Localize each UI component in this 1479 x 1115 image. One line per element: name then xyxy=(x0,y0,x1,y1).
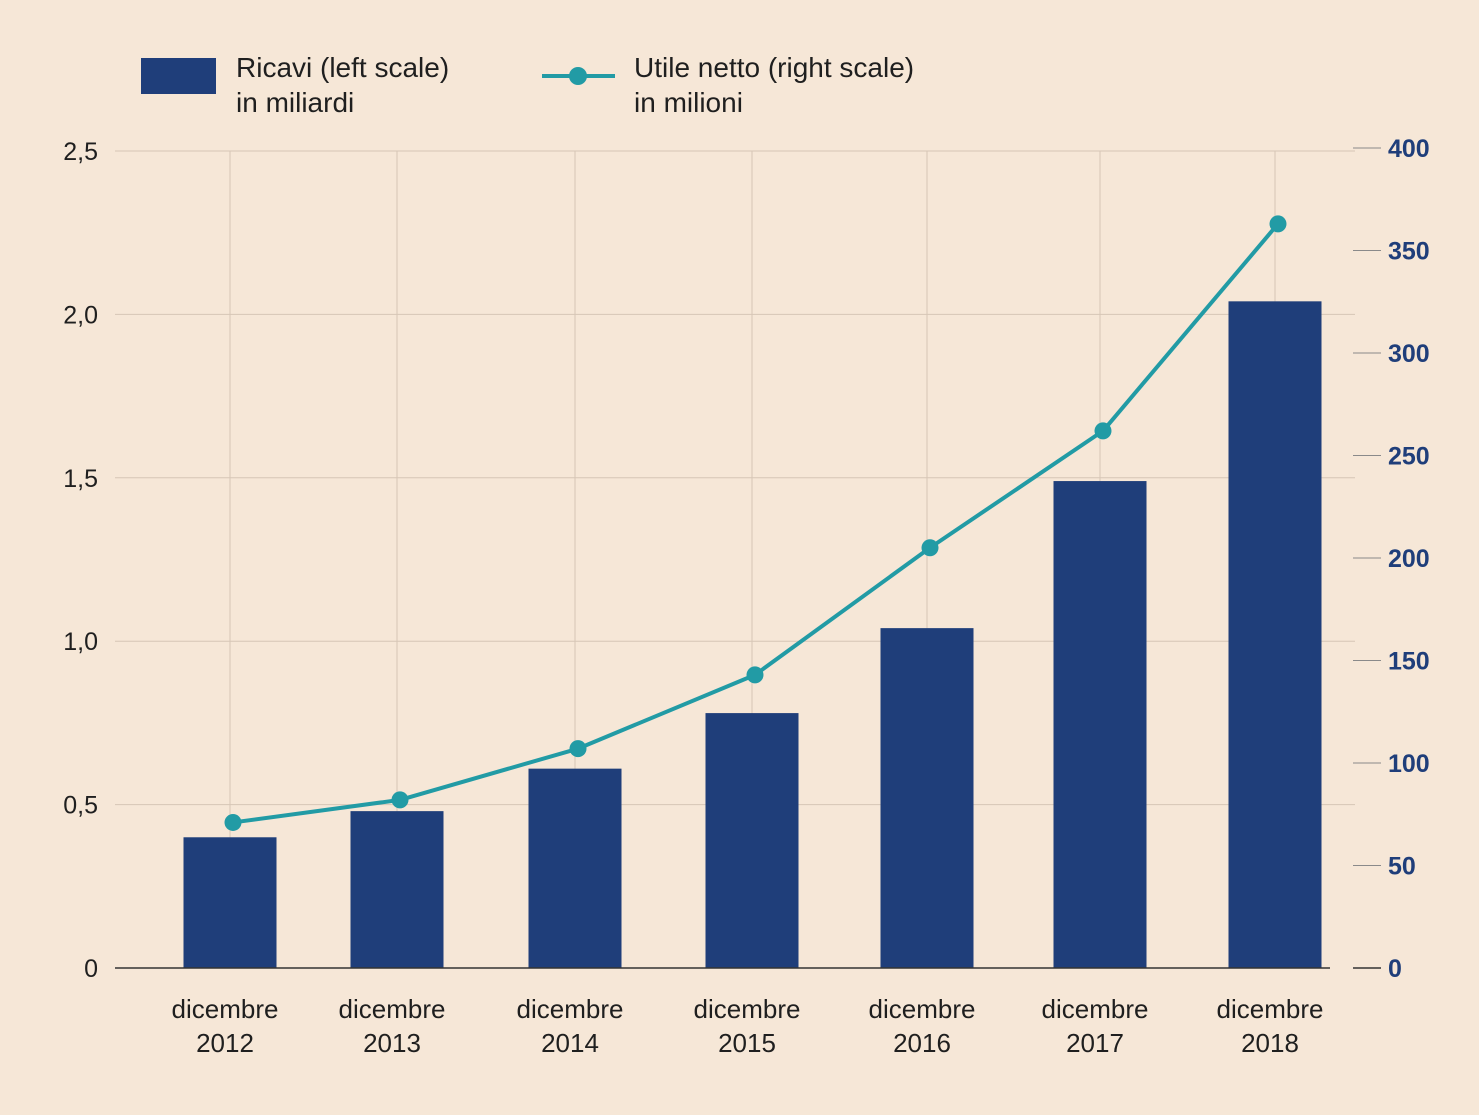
point-net-income xyxy=(569,740,587,758)
right-axis: 0 50 100 150 200 250 300 350 400 xyxy=(1353,135,1430,983)
legend-item-net-income: Utile netto (right scale) in milioni xyxy=(542,52,914,118)
x-axis-tick-label: dicembre xyxy=(869,994,976,1024)
point-net-income xyxy=(391,791,409,809)
left-axis-tick-label: 1,0 xyxy=(63,628,98,656)
legend-swatch-revenue xyxy=(141,58,216,94)
point-net-income xyxy=(746,666,764,684)
right-axis-tick-label: 150 xyxy=(1388,648,1430,676)
right-axis-tick-label: 200 xyxy=(1388,545,1430,573)
left-axis-tick-label: 0,5 xyxy=(63,792,98,820)
x-axis-tick-label: 2018 xyxy=(1241,1028,1299,1058)
x-axis-tick-label: dicembre xyxy=(694,994,801,1024)
line-series xyxy=(224,215,1287,831)
bar-revenue xyxy=(350,811,444,968)
x-axis-tick-label: 2013 xyxy=(363,1028,421,1058)
x-axis-tick-label: dicembre xyxy=(517,994,624,1024)
point-net-income xyxy=(921,539,939,557)
right-axis-tick-label: 0 xyxy=(1388,955,1402,983)
right-axis-tick-label: 50 xyxy=(1388,853,1416,881)
point-net-income xyxy=(224,813,242,831)
right-axis-tick-label: 250 xyxy=(1388,443,1430,471)
bar-revenue xyxy=(1053,481,1147,968)
left-axis-tick-label: 2,0 xyxy=(63,301,98,329)
legend-label-revenue: Ricavi (left scale) xyxy=(236,52,449,83)
bar-revenue xyxy=(528,768,622,968)
bars xyxy=(183,301,1322,968)
x-axis-tick-label: 2017 xyxy=(1066,1028,1124,1058)
x-axis-tick-label: 2014 xyxy=(541,1028,599,1058)
left-axis-tick-label: 0 xyxy=(84,955,98,983)
bar-revenue xyxy=(1228,301,1322,968)
x-axis-tick-label: 2016 xyxy=(893,1028,951,1058)
bar-revenue xyxy=(705,713,799,968)
legend: Ricavi (left scale) in miliardi Utile ne… xyxy=(141,52,914,118)
x-axis-tick-label: dicembre xyxy=(1042,994,1149,1024)
x-axis-tick-label: 2012 xyxy=(196,1028,254,1058)
right-axis-tick-label: 350 xyxy=(1388,238,1430,266)
right-axis-tick-label: 300 xyxy=(1388,340,1430,368)
left-axis: 0 0,5 1,0 1,5 2,0 2,5 xyxy=(63,138,98,983)
x-axis-tick-label: dicembre xyxy=(1217,994,1324,1024)
point-net-income xyxy=(1269,215,1287,233)
bar-revenue xyxy=(183,837,277,968)
legend-sublabel-net-income: in milioni xyxy=(634,87,743,118)
x-axis-tick-label: dicembre xyxy=(339,994,446,1024)
legend-item-revenue: Ricavi (left scale) in miliardi xyxy=(141,52,449,118)
left-axis-tick-label: 2,5 xyxy=(63,138,98,166)
left-axis-tick-label: 1,5 xyxy=(63,465,98,493)
point-net-income xyxy=(1094,422,1112,440)
right-axis-tick-label: 400 xyxy=(1388,135,1430,163)
right-axis-tick-label: 100 xyxy=(1388,750,1430,778)
x-axis-tick-label: dicembre xyxy=(172,994,279,1024)
legend-label-net-income: Utile netto (right scale) xyxy=(634,52,914,83)
bar-revenue xyxy=(880,628,974,968)
x-axis-tick-label: 2015 xyxy=(718,1028,776,1058)
legend-marker-net-income xyxy=(569,67,587,85)
x-axis-labels: dicembre 2012 dicembre 2013 dicembre 2014 dice… xyxy=(172,994,1324,1058)
legend-sublabel-revenue: in miliardi xyxy=(236,87,354,118)
